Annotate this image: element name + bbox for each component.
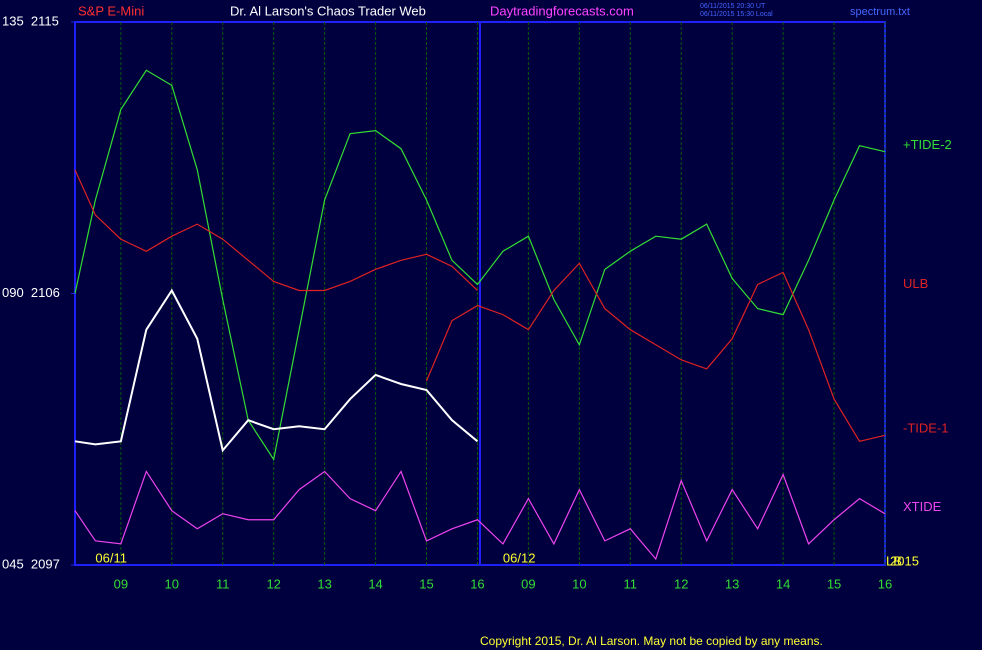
x-tick-label: 13 xyxy=(725,576,739,591)
x-tick-label: 14 xyxy=(368,576,382,591)
x-tick-label: 09 xyxy=(521,576,535,591)
x-tick-label: 12 xyxy=(674,576,688,591)
x-tick-label: 09 xyxy=(114,576,128,591)
corner-label: LB xyxy=(886,553,902,568)
x-tick-label: 10 xyxy=(165,576,179,591)
series-line xyxy=(74,69,886,461)
x-tick-label: 15 xyxy=(827,576,841,591)
x-tick-label: 15 xyxy=(419,576,433,591)
x-tick-label: 12 xyxy=(266,576,280,591)
chart-title: Dr. Al Larson's Chaos Trader Web xyxy=(230,3,426,18)
instrument: S&P E-Mini xyxy=(78,3,144,18)
day-label: 06/12 xyxy=(503,550,536,565)
x-tick-label: 16 xyxy=(470,576,484,591)
x-tick-label: 14 xyxy=(776,576,790,591)
series-label: -TIDE-1 xyxy=(903,421,949,436)
x-tick-label: 11 xyxy=(624,576,638,591)
y-tick-label: 045 2097 xyxy=(2,556,60,571)
series-line xyxy=(74,169,478,292)
y-tick-label: 135 2115 xyxy=(2,13,59,28)
series-line xyxy=(425,262,886,443)
file-name: spectrum.txt xyxy=(850,6,910,18)
timestamp: 06/11/2015 15:30 Local xyxy=(700,11,773,18)
site: Daytradingforecasts.com xyxy=(490,3,634,18)
day-label: 06/11 xyxy=(95,550,127,565)
series-label: XTIDE xyxy=(903,499,942,514)
x-tick-label: 16 xyxy=(878,576,892,591)
x-tick-label: 13 xyxy=(317,576,331,591)
y-tick-label: 090 2106 xyxy=(2,285,60,300)
copyright: Copyright 2015, Dr. Al Larson. May not b… xyxy=(480,634,823,648)
series-label: +TIDE-2 xyxy=(903,137,952,152)
year: 2015 xyxy=(890,553,919,568)
series-label: ULB xyxy=(903,276,928,291)
timestamp: 06/11/2015 20:30 UT xyxy=(700,3,766,10)
series-line xyxy=(74,288,479,453)
series-line xyxy=(74,470,886,561)
x-tick-label: 10 xyxy=(572,576,586,591)
x-tick-label: 11 xyxy=(216,576,230,591)
